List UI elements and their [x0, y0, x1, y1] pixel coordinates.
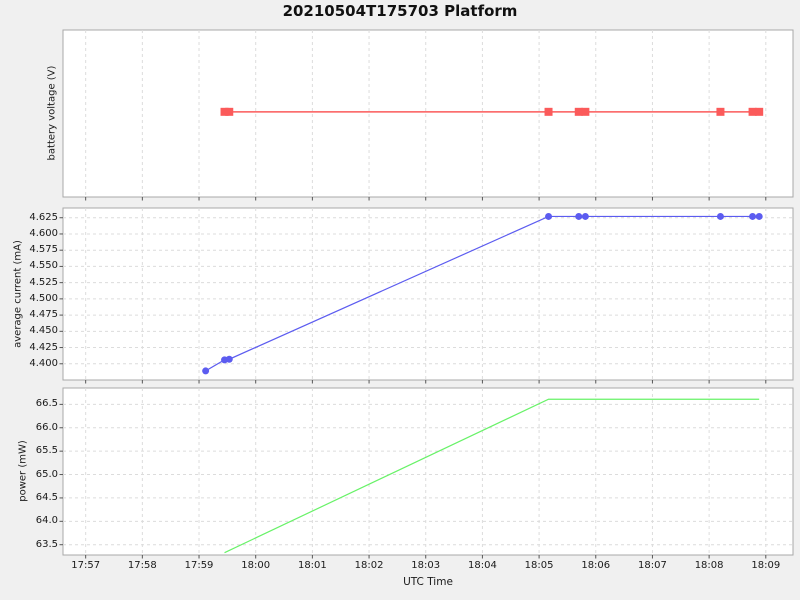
y-axis-label-battery-voltage: battery voltage (V)	[46, 65, 58, 161]
y-tick-label: 64.0	[35, 515, 58, 527]
y-tick-label: 65.0	[35, 468, 58, 480]
x-tick-label: 18:05	[524, 560, 554, 571]
y-tick-label: 4.425	[29, 341, 58, 353]
data-point-circle	[545, 212, 553, 220]
plot-area-1	[62, 207, 794, 381]
data-point-square	[581, 107, 590, 116]
y-tick-label: 4.400	[29, 357, 58, 369]
data-point-square	[755, 107, 764, 116]
x-tick-label: 18:04	[467, 560, 497, 571]
data-point-circle	[202, 367, 210, 375]
y-tick-label: 63.5	[35, 538, 58, 550]
y-tick-label: 4.600	[29, 227, 58, 239]
y-tick-label: 66.0	[35, 421, 58, 433]
x-tick-label: 17:58	[127, 560, 157, 571]
x-tick-label: 18:02	[354, 560, 384, 571]
data-point-circle	[716, 212, 724, 220]
data-point-circle	[581, 212, 589, 220]
y-axis-label-average-current: average current (mA)	[12, 240, 24, 348]
data-point-square	[748, 107, 757, 116]
data-point-circle	[575, 212, 583, 220]
y-tick-label: 4.475	[29, 309, 58, 321]
y-tick-label: 64.5	[35, 491, 58, 503]
x-tick-label: 18:07	[638, 560, 667, 571]
data-point-circle	[755, 212, 763, 220]
chart-title: 20210504T175703 Platform	[282, 2, 518, 20]
x-tick-label: 17:59	[184, 560, 214, 571]
data-point-square	[716, 107, 725, 116]
y-tick-label: 4.500	[29, 292, 58, 304]
plot-area-2	[62, 387, 794, 556]
x-tick-label: 18:08	[694, 560, 724, 571]
y-tick-label: 4.550	[29, 260, 58, 272]
y-tick-label: 4.575	[29, 244, 58, 256]
y-tick-label: 4.525	[29, 276, 58, 288]
data-point-square	[225, 107, 234, 116]
y-tick-label: 4.625	[29, 211, 58, 223]
x-tick-label: 18:03	[411, 560, 441, 571]
data-point-circle	[749, 212, 757, 220]
x-tick-label: 18:06	[581, 560, 611, 571]
data-point-circle	[225, 355, 233, 363]
x-tick-label: 18:09	[751, 560, 781, 571]
y-tick-label: 65.5	[35, 445, 58, 457]
y-tick-label: 66.5	[35, 398, 58, 410]
x-tick-label: 18:00	[241, 560, 271, 571]
data-point-square	[544, 107, 553, 116]
x-axis-label: UTC Time	[403, 576, 453, 588]
plot-area-0	[62, 29, 794, 198]
y-axis-label-power: power (mW)	[17, 440, 29, 502]
data-point-square	[574, 107, 583, 116]
x-tick-label: 17:57	[71, 560, 101, 571]
y-tick-label: 4.450	[29, 325, 58, 337]
series-line-power	[224, 398, 760, 554]
x-tick-label: 18:01	[297, 560, 327, 571]
data-point-square	[220, 107, 229, 116]
